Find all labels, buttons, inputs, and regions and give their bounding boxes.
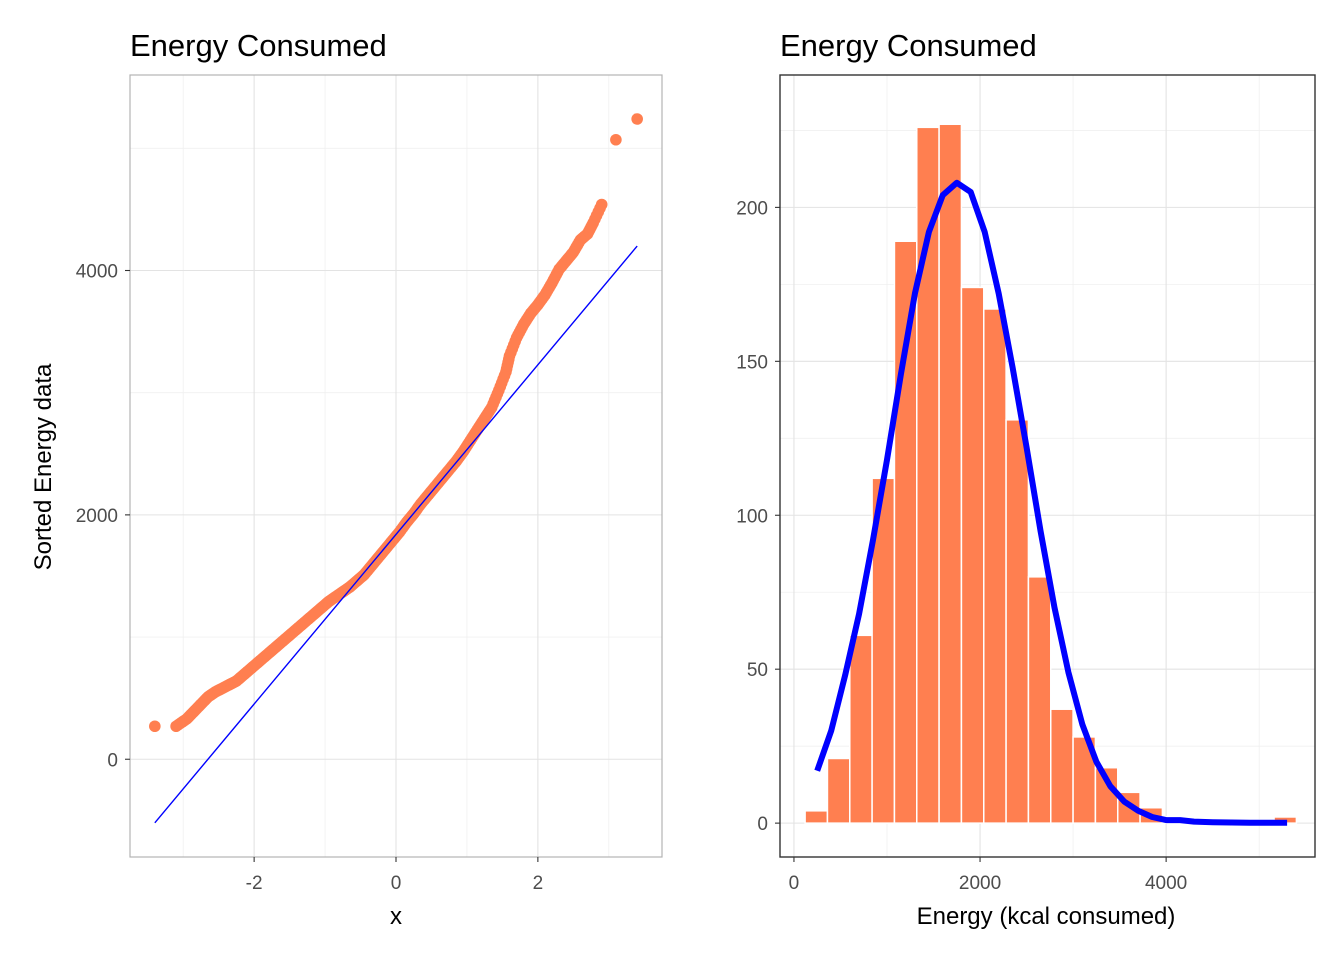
qq-x-tick-label: 0	[391, 873, 402, 894]
histogram-panel-border	[779, 74, 1316, 858]
qq-y-tick-label: 4000	[76, 262, 118, 283]
qq-x-tick-label: -2	[246, 873, 263, 894]
histogram-panel: Energy Consumed 0 2000 4000 0 50 100 150 200 E…	[736, 28, 1316, 930]
histogram-x-tick-labels: 0 2000 4000	[789, 857, 1187, 894]
qq-x-tick-label: 2	[533, 873, 544, 894]
histogram-bar	[938, 123, 963, 824]
hist-x-tick-label: 4000	[1145, 873, 1187, 894]
hist-y-tick-label: 150	[736, 352, 768, 373]
qq-point	[594, 202, 606, 214]
hist-y-tick-label: 50	[747, 660, 768, 681]
qq-y-axis-label: Sorted Energy data	[30, 363, 57, 570]
histogram-bar	[893, 240, 918, 824]
qq-point	[610, 133, 622, 146]
qq-reference-line	[154, 245, 638, 824]
qq-x-tick-labels: -2 0 2	[246, 857, 543, 894]
qq-y-tick-label: 2000	[76, 506, 118, 527]
hist-x-tick-label: 2000	[959, 873, 1001, 894]
histogram-bars	[804, 123, 1298, 824]
histogram-bar	[1027, 576, 1052, 824]
qq-gridlines	[130, 75, 662, 857]
histogram-x-axis-label: Energy (kcal consumed)	[917, 903, 1176, 930]
qq-y-tick-label: 0	[107, 750, 118, 771]
histogram-bar	[826, 757, 851, 824]
qq-plot-panel: Energy Consumed -2 0 2 0 2000 4000 x Sorted …	[30, 28, 663, 930]
histogram-bar	[1005, 419, 1030, 824]
histogram-bar	[960, 286, 985, 824]
histogram-bar	[849, 634, 873, 824]
histogram-bar	[1050, 708, 1074, 824]
hist-y-tick-label: 100	[736, 506, 768, 527]
hist-x-tick-label: 0	[789, 873, 800, 894]
qq-y-tick-labels: 0 2000 4000	[76, 262, 130, 771]
histogram-bar	[804, 810, 829, 824]
qq-plot-title: Energy Consumed	[130, 28, 387, 63]
histogram-title: Energy Consumed	[780, 28, 1037, 63]
qq-point	[631, 113, 643, 125]
qq-x-axis-label: x	[390, 903, 402, 930]
hist-y-tick-label: 200	[736, 198, 768, 219]
normal-density-curve	[814, 179, 1288, 826]
histogram-bar	[983, 308, 1007, 824]
qq-points	[149, 113, 643, 733]
hist-y-tick-label: 0	[757, 814, 768, 835]
qq-point	[149, 720, 161, 733]
histogram-y-tick-labels: 0 50 100 150 200	[736, 198, 780, 835]
